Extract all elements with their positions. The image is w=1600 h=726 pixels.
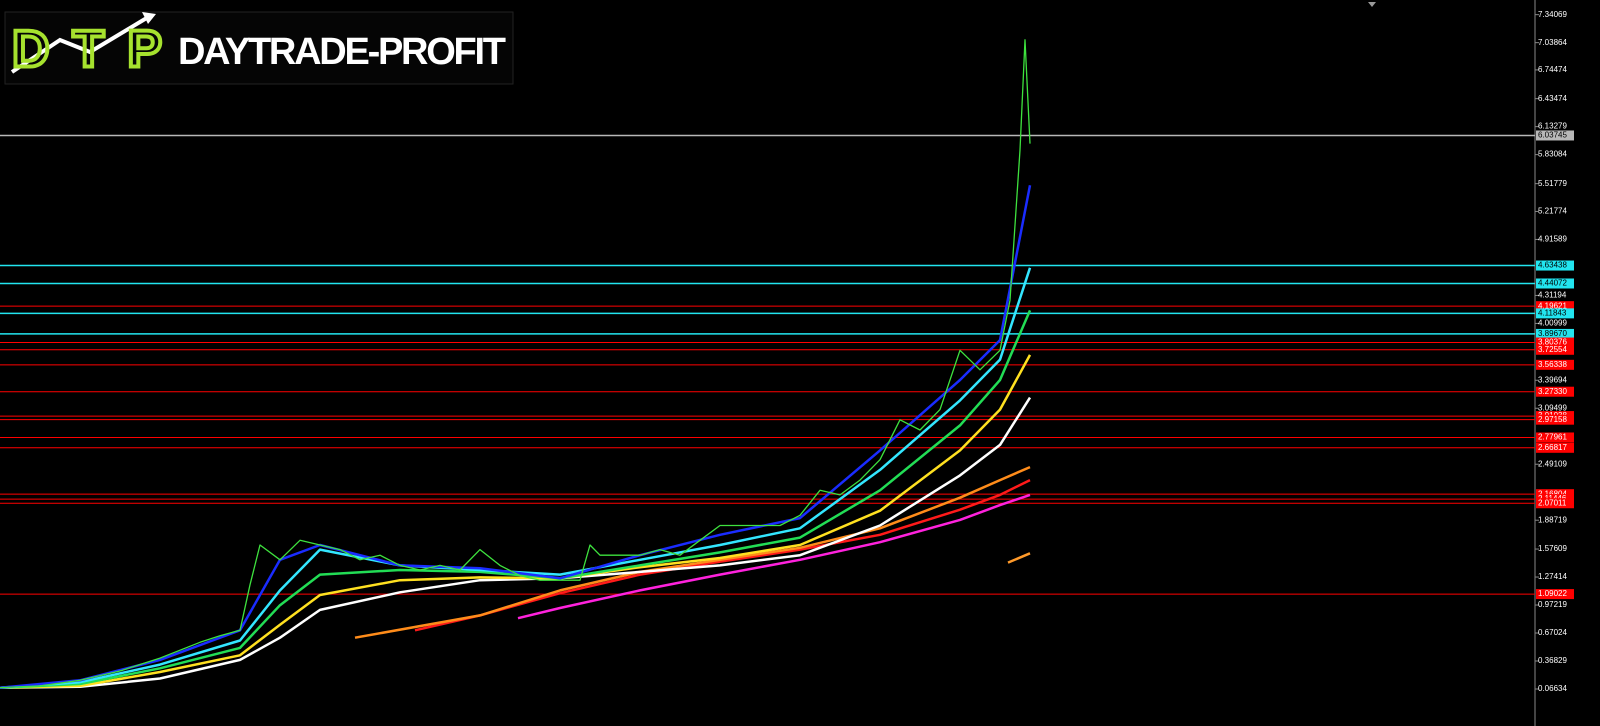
y-tick-label: 4.31194 <box>1538 291 1567 300</box>
y-tick-label: 0.06634 <box>1538 684 1567 693</box>
y-tick-label: 7.03864 <box>1538 38 1567 47</box>
level-label: 4.63438 <box>1538 261 1567 270</box>
shift-marker <box>1368 2 1376 7</box>
y-tick-label: 1.88719 <box>1538 515 1567 524</box>
y-tick-label: 4.00999 <box>1538 319 1567 328</box>
logo: DTP DAYTRADE-PROFIT <box>4 11 514 85</box>
y-tick-label: 5.83084 <box>1538 150 1567 159</box>
series-line <box>517 493 1031 620</box>
level-label-box <box>1536 498 1574 509</box>
y-tick-label: 0.67024 <box>1538 628 1567 637</box>
level-label: 6.03745 <box>1538 131 1567 140</box>
y-tick-label: 4.91589 <box>1538 235 1567 244</box>
series-line <box>0 354 1032 689</box>
level-label: 4.19621 <box>1538 301 1567 310</box>
level-label-box <box>1536 278 1574 289</box>
level-label-box <box>1536 260 1574 271</box>
logo-box <box>4 11 514 85</box>
level-label-box <box>1536 328 1574 339</box>
y-tick-label: 6.13279 <box>1538 122 1567 131</box>
level-label-box <box>1536 442 1574 453</box>
level-label-box <box>1536 414 1574 425</box>
logo-arrowhead <box>142 12 156 24</box>
y-tick-label: 5.21774 <box>1538 207 1567 216</box>
level-label-box <box>1536 337 1574 348</box>
series-line <box>0 396 1032 689</box>
y-tick-label: 5.51779 <box>1538 179 1567 188</box>
level-label-box <box>1536 130 1574 141</box>
y-tick-label: 0.97219 <box>1538 600 1567 609</box>
series-line <box>0 267 1032 689</box>
y-tick-label: 3.39694 <box>1538 375 1567 384</box>
level-label: 3.72554 <box>1538 345 1567 354</box>
series-line <box>354 465 1031 639</box>
level-label: 3.89670 <box>1538 329 1567 338</box>
y-tick-label: 6.43474 <box>1538 94 1567 103</box>
y-tick-label: 7.34069 <box>1538 10 1567 19</box>
level-label: 2.07011 <box>1538 498 1567 507</box>
y-tick-label: 2.49109 <box>1538 459 1567 468</box>
y-tick-label: 0.36829 <box>1538 656 1567 665</box>
y-tick-label: 3.09499 <box>1538 403 1567 412</box>
series-line <box>414 478 1031 632</box>
logo-text: DAYTRADE-PROFIT <box>178 31 506 73</box>
level-label: 3.80376 <box>1538 338 1567 347</box>
logo-arrow <box>10 14 152 74</box>
y-tick-label: 1.27414 <box>1538 572 1567 581</box>
level-label: 3.56338 <box>1538 360 1567 369</box>
level-label-box <box>1536 432 1574 443</box>
series-line <box>0 185 1032 689</box>
level-label-box <box>1536 344 1574 355</box>
series-line <box>1007 552 1031 564</box>
logo-mark: DTP <box>12 21 162 79</box>
level-label: 3.27330 <box>1538 387 1567 396</box>
level-label: 2.97158 <box>1538 415 1567 424</box>
level-label-box <box>1536 308 1574 319</box>
level-label-box <box>1536 589 1574 600</box>
level-label: 2.66817 <box>1538 443 1567 452</box>
level-label-box <box>1536 386 1574 397</box>
level-label: 1.09022 <box>1538 589 1567 598</box>
level-label: 2.77961 <box>1538 433 1567 442</box>
y-tick-label: 1.57609 <box>1538 544 1567 553</box>
level-label: 4.44072 <box>1538 279 1567 288</box>
level-label-box <box>1536 301 1574 312</box>
level-label: 2.16804 <box>1538 489 1567 498</box>
level-label-box <box>1536 359 1574 370</box>
y-tick-label: 6.74474 <box>1538 65 1567 74</box>
series-line <box>0 39 1031 689</box>
level-label: 4.11843 <box>1538 308 1567 317</box>
